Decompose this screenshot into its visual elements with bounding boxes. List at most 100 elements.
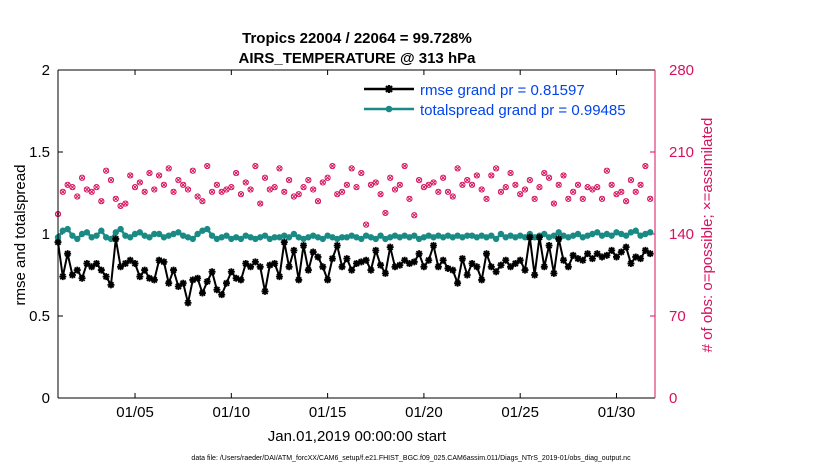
rmse-point <box>353 260 360 268</box>
obs-assimilated-point <box>262 175 268 181</box>
totalspread-point <box>372 235 379 243</box>
totalspread-point <box>78 230 86 238</box>
totalspread-point <box>377 232 384 239</box>
obs-assimilated-point <box>642 163 648 169</box>
y-tick-label-right: 0 <box>669 390 677 407</box>
obs-possible-point <box>348 165 355 172</box>
obs-assimilated-point <box>209 189 215 195</box>
totalspread-point <box>367 234 375 241</box>
legend-spread-marker <box>385 105 393 113</box>
rmse-point <box>420 263 428 271</box>
obs-possible-point <box>444 188 452 195</box>
totalspread-point <box>237 235 245 243</box>
obs-possible-point <box>305 177 312 184</box>
obs-possible-point <box>589 186 596 193</box>
obs-assimilated-point <box>103 168 109 174</box>
obs-assimilated-point <box>435 189 441 195</box>
obs-assimilated-point <box>353 184 360 190</box>
obs-possible-point <box>493 165 500 172</box>
obs-possible-point <box>623 198 630 205</box>
obs-assimilated-point <box>252 163 258 169</box>
rmse-point <box>136 273 144 281</box>
obs-assimilated-point <box>127 172 133 178</box>
rmse-point <box>126 256 134 264</box>
obs-assimilated-point <box>79 175 85 181</box>
obs-assimilated-point <box>344 182 350 188</box>
totalspread-point <box>189 235 197 243</box>
obs-assimilated-point <box>551 200 557 207</box>
rmse-point <box>319 263 327 271</box>
rmse-point <box>357 258 365 266</box>
obs-possible-point <box>401 162 408 170</box>
obs-assimilated-point <box>363 222 369 228</box>
footer-data-file: data file: /Users/raeder/DAI/ATM_forcXX/… <box>191 455 631 462</box>
legend-rmse-marker <box>385 85 393 93</box>
obs-assimilated-point <box>647 196 653 202</box>
y-axis-label-left: rmse and totalspread <box>12 165 29 306</box>
totalspread-point <box>141 232 148 239</box>
obs-assimilated-point <box>503 184 509 190</box>
obs-possible-point <box>194 193 201 200</box>
obs-assimilated-point <box>166 165 172 171</box>
obs-possible-point <box>324 174 331 181</box>
obs-possible-point <box>300 184 307 191</box>
obs-possible-point <box>584 184 591 191</box>
totalspread-point <box>507 232 514 239</box>
totalspread-point <box>420 234 428 241</box>
rmse-point <box>88 263 96 271</box>
rmse-point <box>564 263 572 271</box>
rmse-point <box>550 269 558 277</box>
obs-possible-point <box>146 169 153 177</box>
totalspread-point <box>338 234 346 241</box>
obs-possible-point <box>223 186 230 193</box>
obs-assimilated-point <box>233 170 239 176</box>
legend-spread-label: totalspread grand pr = 0.99485 <box>420 102 626 119</box>
totalspread-point <box>406 234 413 241</box>
obs-possible-point <box>189 167 196 174</box>
totalspread-point <box>324 232 331 239</box>
obs-assimilated-point <box>638 182 644 188</box>
obs-assimilated-point <box>522 186 528 193</box>
rmse-point <box>184 299 192 307</box>
obs-possible-point <box>613 191 620 198</box>
obs-assimilated-point <box>329 163 335 169</box>
rmse-point <box>160 258 168 266</box>
totalspread-point <box>184 234 192 241</box>
rmse-point <box>242 260 250 268</box>
obs-assimilated-point <box>238 191 244 197</box>
obs-assimilated-point <box>623 198 629 204</box>
rmse-point <box>112 235 120 243</box>
obs-possible-point <box>430 179 437 186</box>
obs-assimilated-point <box>142 189 148 195</box>
obs-assimilated-point <box>416 177 422 183</box>
totalspread-point <box>266 235 274 243</box>
rmse-point <box>78 274 86 282</box>
obs-assimilated-point <box>98 198 104 204</box>
obs-possible-point <box>541 169 548 177</box>
obs-possible-point <box>131 184 139 191</box>
obs-possible-point <box>295 191 302 198</box>
rmse-point <box>68 271 76 279</box>
obs-assimilated-point <box>151 186 157 193</box>
obs-assimilated-point <box>402 163 408 169</box>
obs-assimilated-point <box>633 189 639 195</box>
obs-possible-point <box>180 181 187 188</box>
obs-possible-point <box>228 184 235 191</box>
obs-assimilated-point <box>180 182 186 188</box>
rmse-point <box>218 291 226 299</box>
obs-assimilated-point <box>296 191 302 197</box>
obs-possible-point <box>334 191 341 198</box>
obs-assimilated-point <box>373 179 379 186</box>
obs-possible-point <box>521 186 529 193</box>
rmse-point <box>141 266 149 274</box>
obs-assimilated-point <box>517 191 523 197</box>
totalspread-point <box>391 232 399 239</box>
rmse-point <box>555 235 563 243</box>
obs-assimilated-point <box>305 177 311 183</box>
obs-assimilated-point <box>199 198 205 204</box>
rmse-point <box>170 266 178 274</box>
rmse-point <box>97 266 105 274</box>
totalspread-point <box>362 232 370 239</box>
totalspread-point <box>574 230 582 238</box>
rmse-point <box>439 256 447 264</box>
